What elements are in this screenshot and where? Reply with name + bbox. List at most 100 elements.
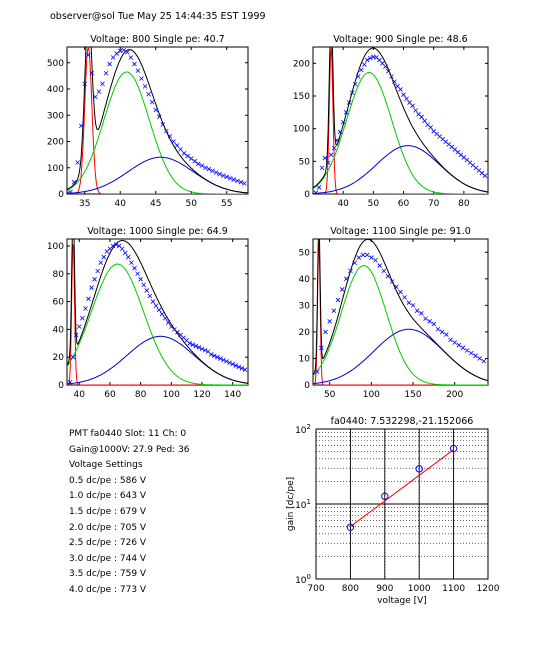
data-point	[473, 353, 478, 359]
y-tick-label: 80	[53, 270, 65, 280]
data-point	[335, 297, 341, 303]
plot-area	[313, 47, 488, 194]
histogram-panel-4: 50 100 150 200 0 10 20 30 40 50 Voltage: 1100 Sing…	[299, 226, 489, 400]
data-point	[165, 320, 171, 325]
plot-frame	[312, 46, 489, 195]
x-tick-label: 40	[74, 390, 86, 400]
data-point	[213, 170, 219, 175]
data-point	[377, 263, 382, 268]
data-point	[404, 96, 409, 101]
data-point	[210, 168, 215, 174]
data-point	[419, 311, 424, 316]
data-point	[149, 99, 155, 105]
data-point	[220, 173, 226, 178]
data-point	[414, 308, 420, 313]
data-point	[423, 316, 428, 321]
y-tick-label: 102	[295, 423, 311, 436]
plot-area	[67, 239, 248, 385]
data-point	[352, 260, 357, 266]
data-point	[187, 341, 192, 346]
data-point	[153, 303, 159, 309]
y-tick-label: 40	[299, 275, 311, 285]
data-point	[78, 123, 84, 129]
gain-data-point	[346, 523, 355, 531]
x-tick-label: 50	[324, 390, 336, 400]
data-point	[355, 74, 361, 79]
y-axis-label: gain [dc/pe]	[286, 477, 296, 531]
data-point	[224, 174, 229, 180]
x-tick-label: 60	[398, 199, 410, 209]
data-point	[110, 243, 116, 249]
data-point	[227, 360, 232, 366]
data-point	[331, 145, 337, 151]
data-point	[202, 347, 208, 353]
y-tick-label: 30	[299, 301, 311, 311]
plot-area	[313, 239, 488, 385]
y-tick-label: 50	[299, 157, 311, 167]
data-point	[439, 329, 445, 335]
gain-data-point	[381, 492, 389, 500]
data-point	[67, 379, 73, 385]
single-pe-fit-curve	[313, 264, 488, 385]
data-point	[160, 122, 166, 127]
data-point	[86, 296, 91, 302]
data-point	[82, 81, 88, 87]
data-point	[402, 295, 407, 300]
data-point	[98, 260, 104, 265]
data-point	[129, 260, 134, 265]
histogram-panel-3: 40 60 80 100 120 140 0 20 40 60 80 100 Voltage: 1000…	[47, 226, 249, 400]
data-point	[95, 268, 100, 274]
data-point	[386, 68, 391, 74]
data-point	[346, 100, 352, 105]
data-point	[76, 324, 82, 329]
data-point	[339, 287, 345, 292]
data-point	[89, 70, 95, 76]
data-point	[334, 138, 340, 143]
y-tick-label: 0	[58, 381, 64, 391]
data-point	[482, 173, 488, 178]
data-point	[444, 332, 449, 337]
panel-title: Voltage: 1100 Single pe: 91.0	[330, 226, 471, 237]
data-point	[410, 103, 415, 109]
data-point	[164, 128, 169, 134]
total-fit-curve	[67, 47, 248, 194]
data-point	[73, 332, 79, 338]
data-point	[348, 268, 353, 274]
data-point	[142, 84, 148, 89]
data-point	[349, 90, 355, 96]
pmt-line: PMT fa0440 Slot: 11 Ch: 0	[69, 429, 187, 439]
y-tick-label: 20	[299, 328, 311, 338]
data-point	[139, 76, 144, 81]
data-point	[132, 265, 137, 271]
y-tick-label: 0	[304, 381, 310, 391]
data-point	[431, 321, 437, 327]
data-point	[319, 165, 325, 171]
data-point	[144, 288, 150, 293]
data-point	[208, 352, 214, 357]
data-point	[110, 55, 116, 60]
x-tick-label: 200	[446, 390, 463, 400]
data-point	[86, 52, 91, 58]
data-point	[193, 343, 199, 349]
data-point	[70, 354, 76, 360]
x-tick-label: 55	[221, 199, 232, 209]
data-point	[381, 268, 387, 274]
data-point	[199, 163, 205, 168]
data-point	[156, 114, 162, 119]
x-tick-label: 150	[404, 390, 421, 400]
y-tick-label: 40	[53, 325, 65, 335]
y-tick-label: 0	[58, 190, 64, 200]
y-tick-label: 0	[304, 190, 310, 200]
data-point	[392, 79, 397, 84]
gain-line: Gain@1000V: 27.9 Ped: 36	[69, 444, 190, 455]
x-tick-label: 1000	[408, 584, 431, 594]
data-point	[203, 165, 208, 171]
data-point	[215, 354, 220, 360]
data-point	[231, 177, 237, 182]
plot-frame	[66, 46, 249, 195]
data-point	[171, 139, 176, 144]
data-point	[325, 160, 331, 165]
histogram-panel-2: 40 50 60 70 80 0 50 100 150 200 Voltage: 900 Singl…	[293, 34, 489, 209]
y-tick-label: 10	[299, 354, 311, 364]
pedestal-fit-curve	[67, 47, 248, 194]
